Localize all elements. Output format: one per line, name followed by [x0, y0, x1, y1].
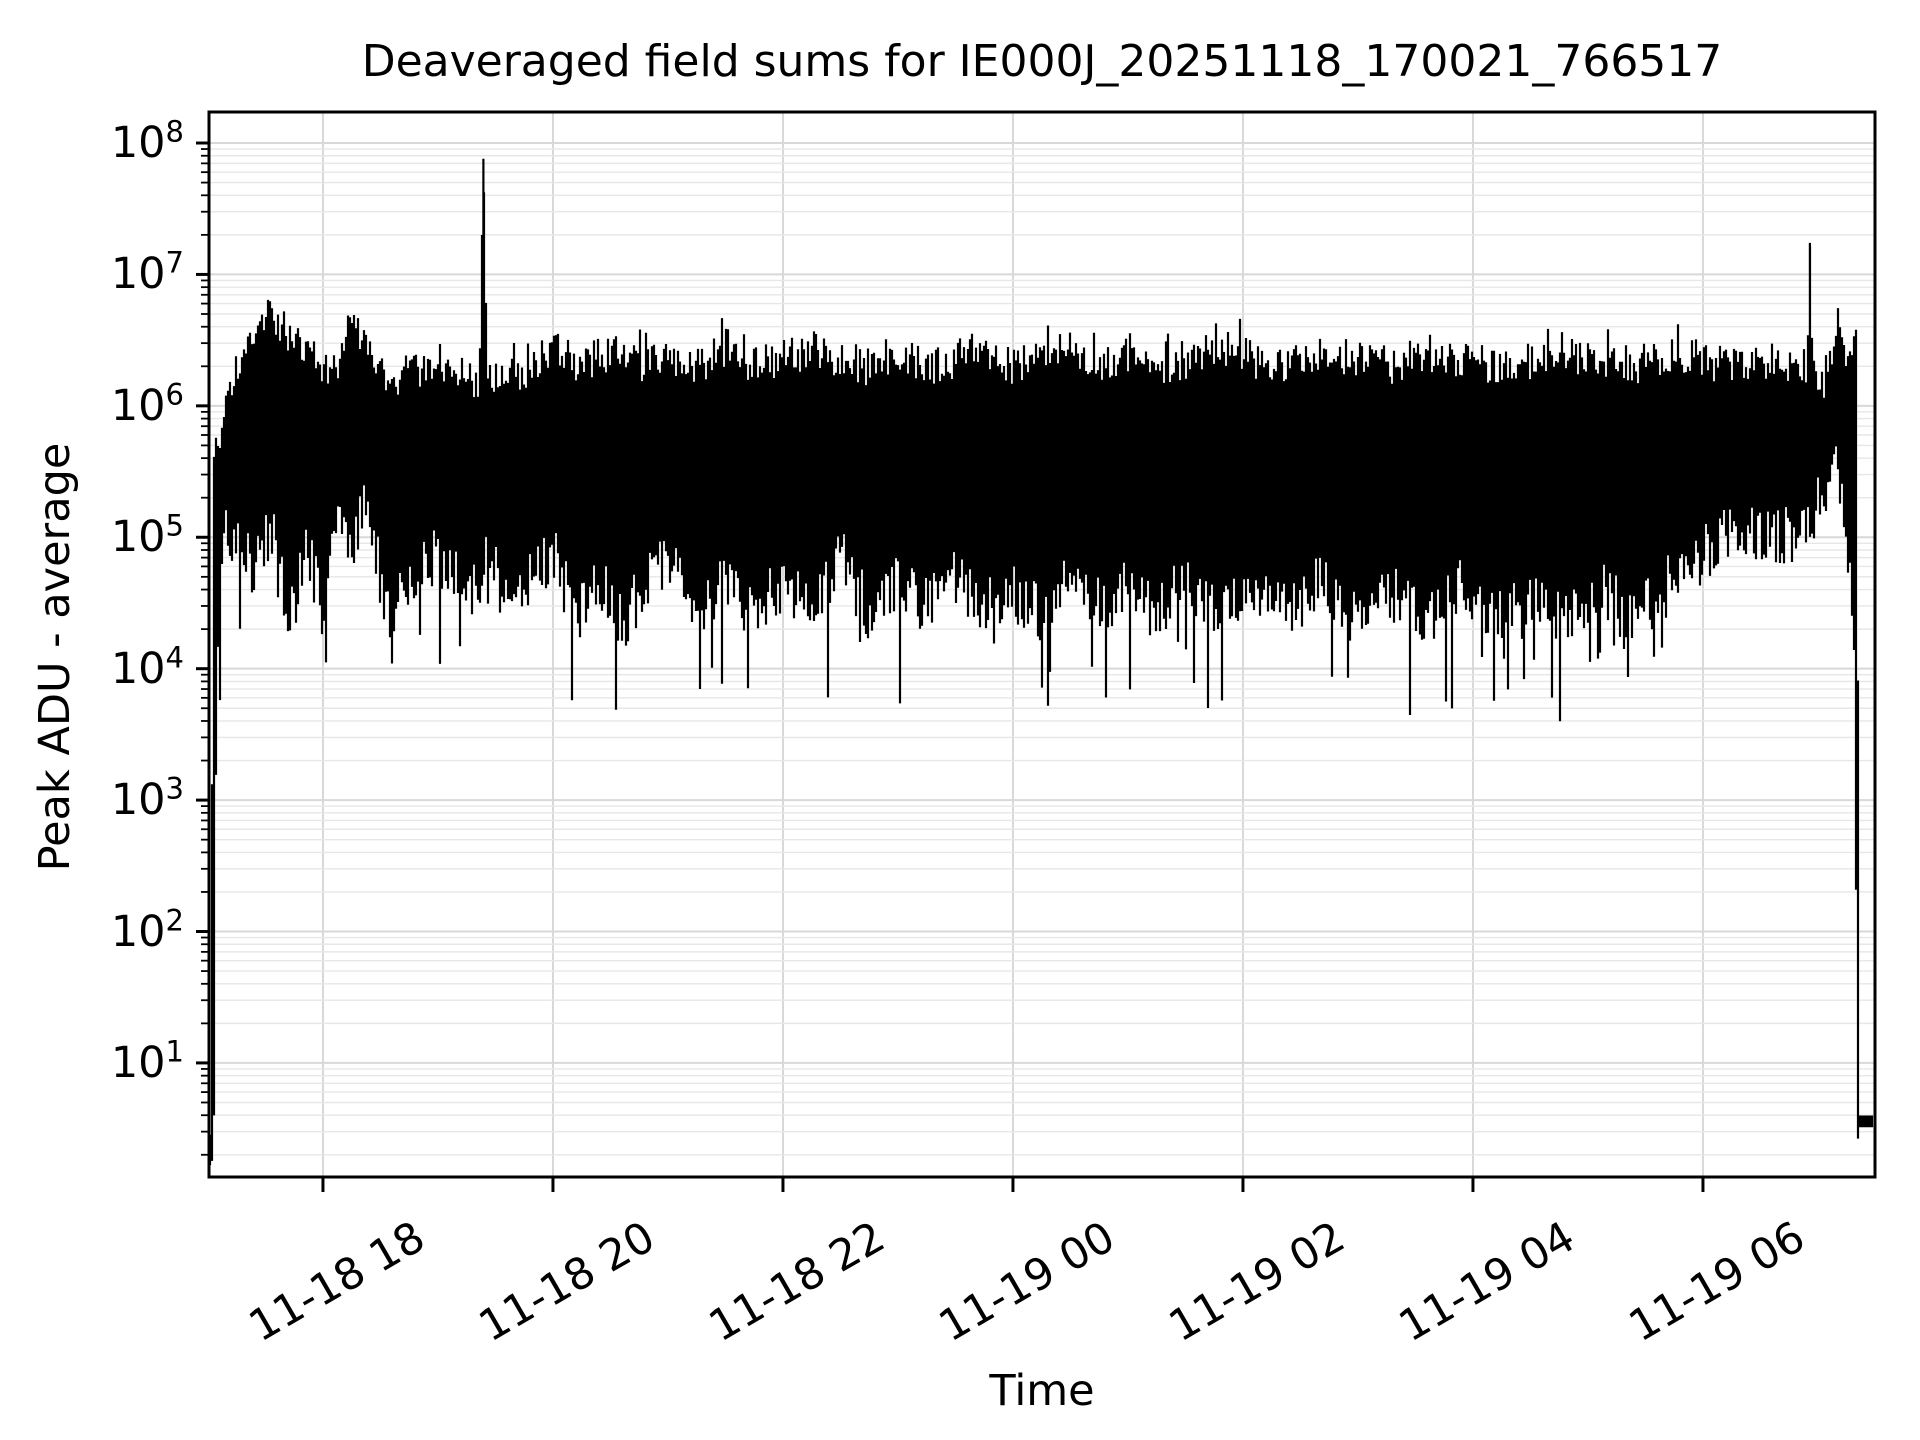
plot-border [207, 110, 1877, 1179]
y-tick-label: 108 [110, 114, 184, 168]
data-series [209, 158, 1874, 1166]
chart-title: Deaveraged field sums for IE000J_2025111… [361, 36, 1723, 87]
y-tick-label: 105 [110, 508, 184, 563]
y-tick-label: 106 [110, 377, 184, 431]
y-tick-label: 101 [110, 1034, 184, 1088]
y-tick-label: 104 [110, 640, 184, 694]
x-axis-label: Time [989, 1366, 1095, 1416]
y-tick-label: 107 [110, 246, 184, 300]
y-tick-label: 102 [110, 903, 184, 957]
y-tick-label: 103 [110, 771, 184, 826]
